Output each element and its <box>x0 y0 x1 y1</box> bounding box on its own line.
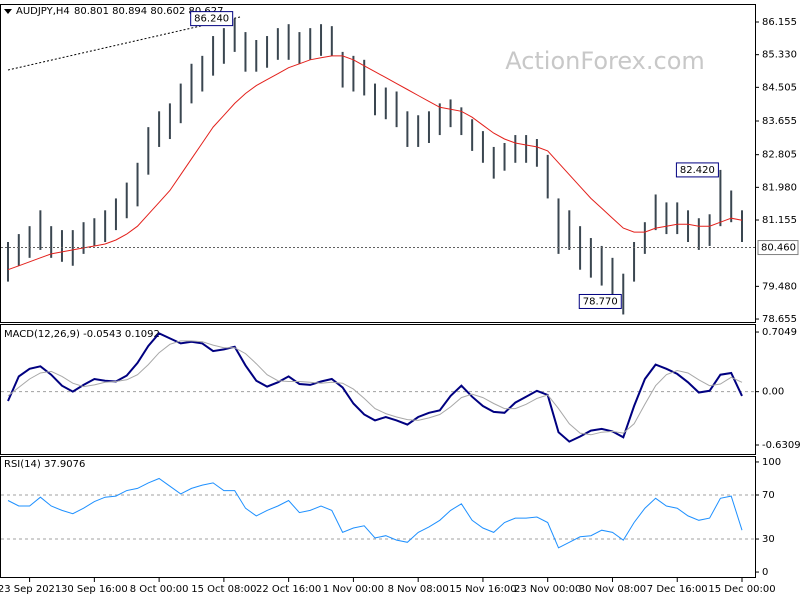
price-label: 80.460 <box>761 243 796 254</box>
x-tick-label: 7 Dec 16:00 <box>647 584 708 595</box>
y-tick-label: 0.00 <box>762 387 784 398</box>
price-panel <box>0 4 756 323</box>
x-tick-label: 1 Nov 00:00 <box>323 584 384 595</box>
menu-icon <box>4 9 12 14</box>
x-tick-label: 22 Oct 16:00 <box>256 584 321 595</box>
y-tick-label: 81.980 <box>762 182 797 193</box>
series-line <box>7 332 743 443</box>
rsi-panel <box>0 456 756 578</box>
x-tick-label: 8 Oct 00:00 <box>130 584 189 595</box>
y-tick-label: 82.805 <box>762 150 797 161</box>
y-tick-label: 79.480 <box>762 281 797 292</box>
y-tick-label: -0.6309 <box>762 440 800 451</box>
x-tick-label: 8 Nov 08:00 <box>388 584 449 595</box>
y-tick-label: 83.655 <box>762 116 797 127</box>
x-tick-label: 23 Sep 2021 <box>0 584 61 595</box>
rsi-title: RSI(14) 37.9076 <box>4 459 85 470</box>
x-tick-label: 15 Oct 08:00 <box>191 584 256 595</box>
annotation-box <box>190 11 234 27</box>
annotation-box <box>675 162 719 178</box>
annotation-label: 82.420 <box>680 165 715 176</box>
x-tick-label: 15 Dec 00:00 <box>708 584 775 595</box>
x-tick-label: 23 Nov 00:00 <box>514 584 581 595</box>
annotation-box <box>578 293 622 309</box>
y-tick-label: 85.330 <box>762 50 797 61</box>
annotation-label: 86.240 <box>194 14 229 25</box>
y-tick-label: 86.155 <box>762 17 797 28</box>
series-line <box>7 340 743 436</box>
y-tick-label: 0.7049 <box>762 327 797 338</box>
chart-title: AUDJPY,H4 <box>16 6 70 17</box>
series-line <box>7 477 743 549</box>
y-tick-label: 0 <box>762 567 768 578</box>
y-tick-label: 100 <box>762 457 781 468</box>
y-tick-label: 70 <box>762 490 775 501</box>
y-tick-label: 30 <box>762 534 775 545</box>
annotation-label: 78.770 <box>583 296 618 307</box>
watermark: ActionForex.com <box>505 47 705 75</box>
y-tick-label: 84.505 <box>762 82 797 93</box>
y-tick-label: 78.655 <box>762 314 797 325</box>
macd-panel <box>0 324 756 455</box>
ohlc-info: 80.801 80.894 80.602 80.627 <box>74 6 224 17</box>
macd-title: MACD(12,26,9) -0.0543 0.1092 <box>4 329 160 340</box>
x-tick-label: 15 Nov 16:00 <box>449 584 516 595</box>
x-tick-label: 30 Sep 16:00 <box>61 584 128 595</box>
y-tick-label: 81.155 <box>762 215 797 226</box>
x-tick-label: 30 Nov 08:00 <box>579 584 646 595</box>
price-box <box>757 240 799 256</box>
series-line <box>7 55 743 271</box>
